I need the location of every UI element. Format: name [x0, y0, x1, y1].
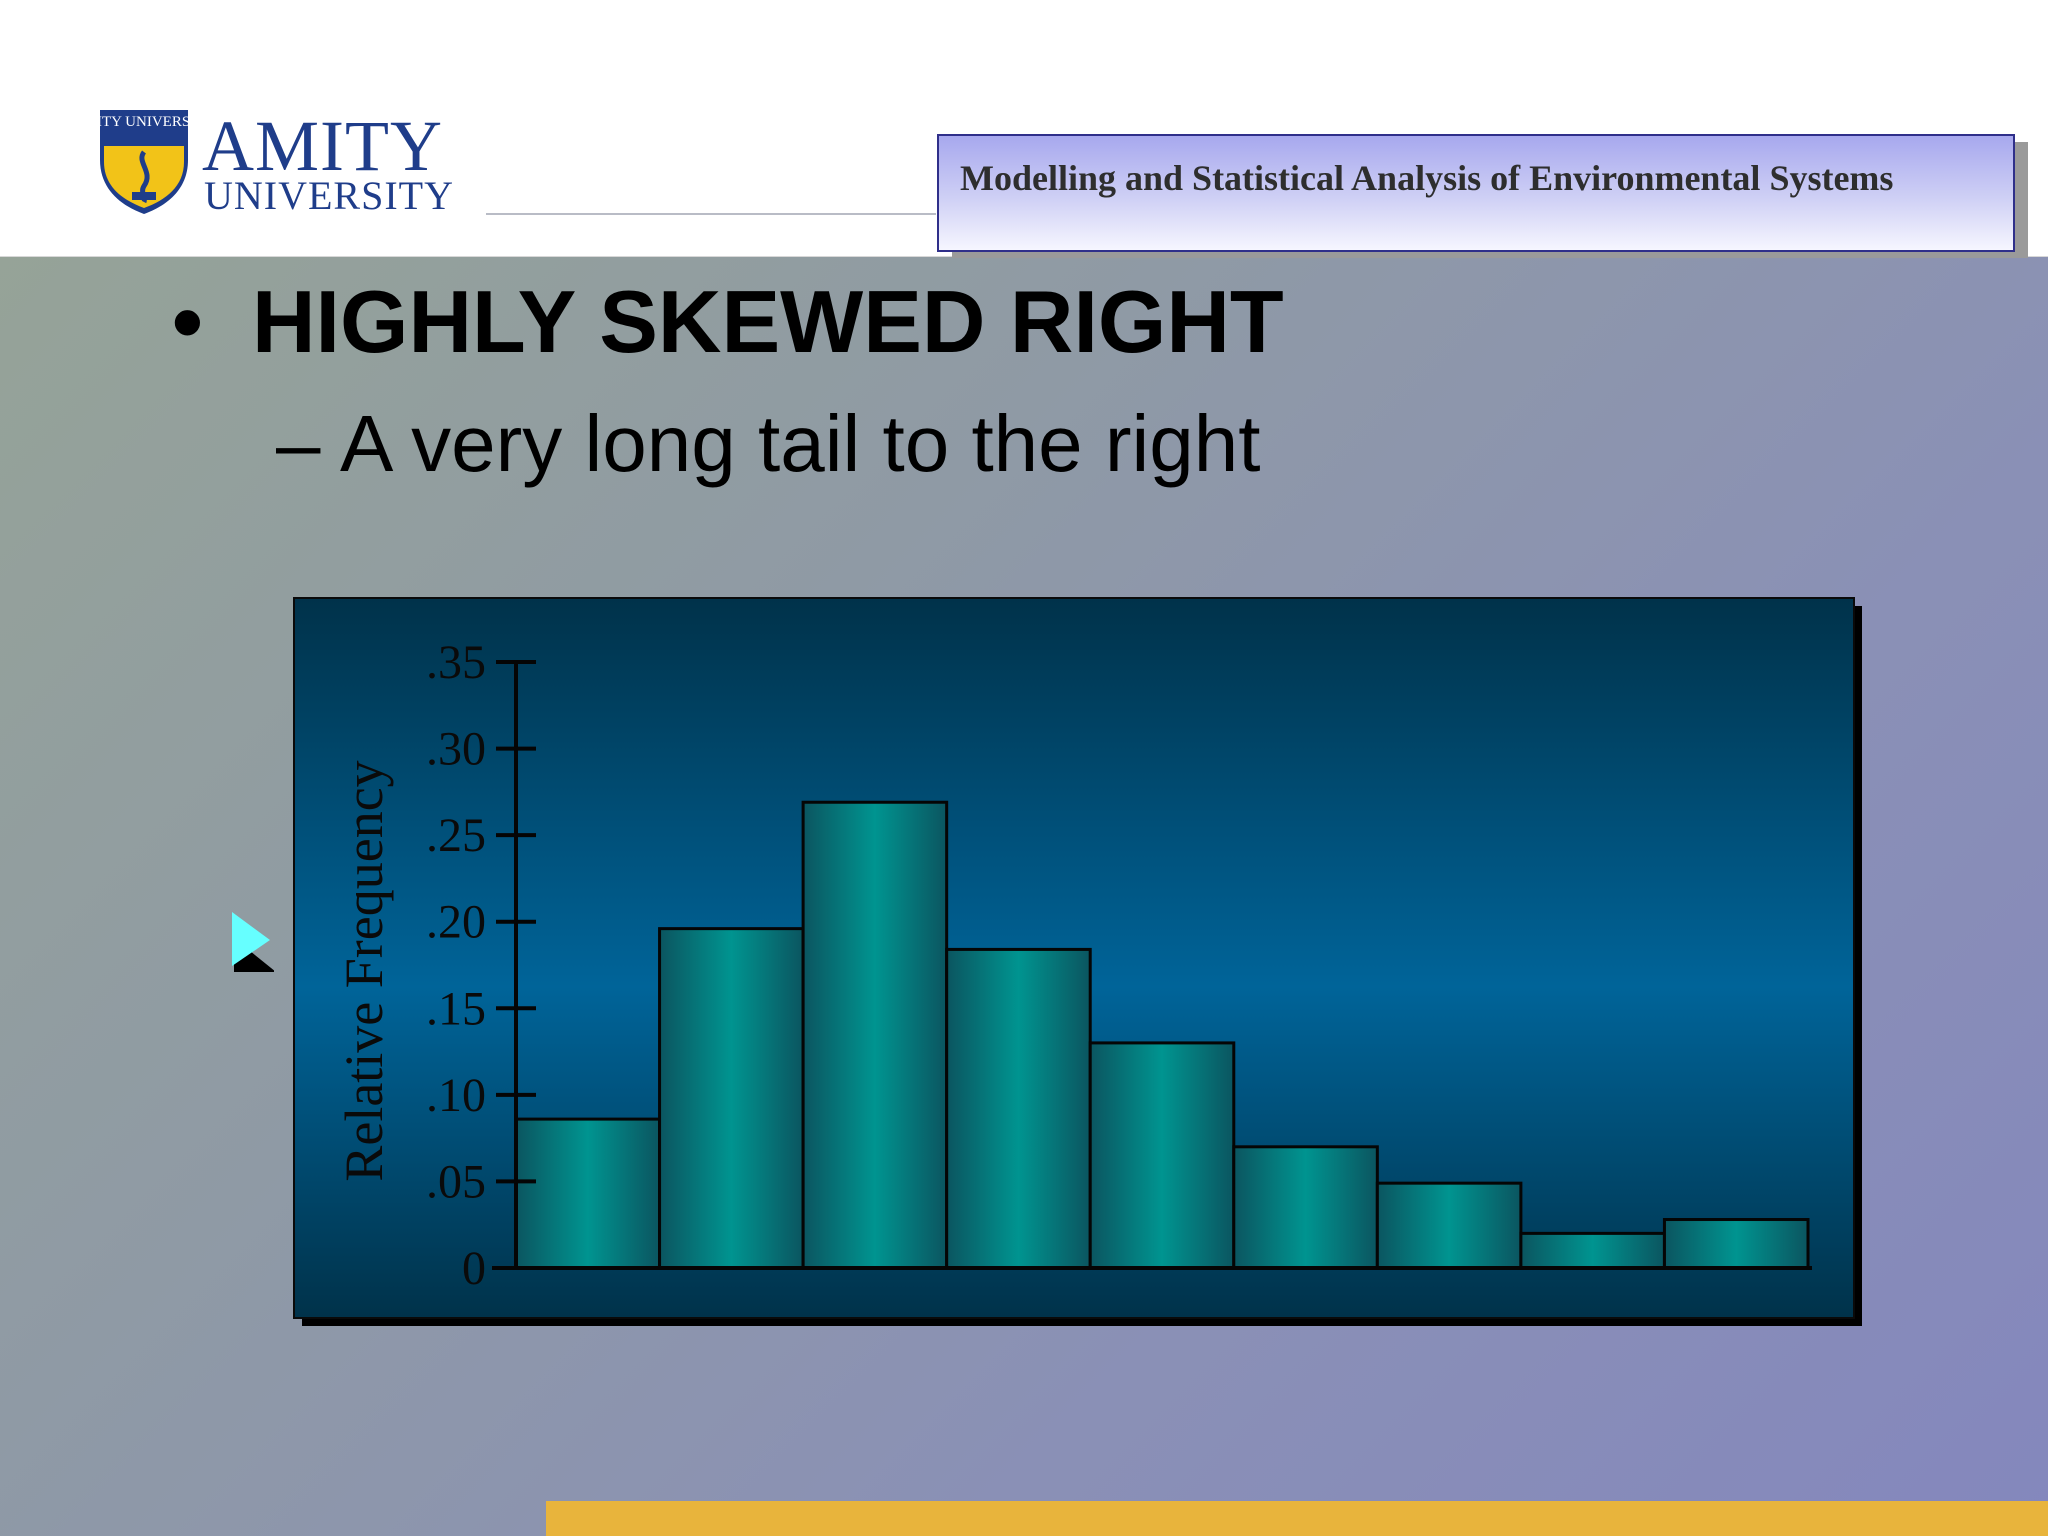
logo-line-2: UNIVERSITY [204, 173, 454, 218]
histogram-chart: 0 .05 .10 .15 .20 .25 .30 .35 Relative Frequenc… [292, 596, 1872, 1330]
slide-subheading: – A very long tail to the right [276, 398, 1261, 490]
histogram-bar [1662, 1218, 1810, 1270]
course-title: Modelling and Statistical Analysis of En… [960, 158, 1894, 198]
histogram-bar [1375, 1181, 1523, 1270]
slide-heading: • HIGHLY SKEWED RIGHT [172, 272, 1284, 372]
slide-heading-text: HIGHLY SKEWED RIGHT [252, 272, 1284, 371]
y-axis-label: Relative Frequency [334, 760, 394, 1181]
histogram-bar [945, 947, 1092, 1270]
y-tick-label: .10 [426, 1069, 486, 1122]
histogram-bar [1519, 1231, 1666, 1270]
histogram-bar [1232, 1145, 1379, 1270]
logo-line-1: AMITY [202, 106, 443, 186]
histogram-bar [514, 1117, 662, 1270]
y-tick-label: .15 [426, 982, 486, 1035]
slide-subheading-text: A very long tail to the right [340, 399, 1261, 488]
sub-bullet-dash: – [276, 399, 321, 488]
amity-shield-icon: AMITY UNIVERSITY [96, 110, 192, 214]
accent-bar [546, 1501, 2048, 1536]
shield-text: AMITY UNIVERSITY [96, 114, 192, 130]
y-tick-label: .25 [426, 809, 486, 862]
course-title-box: Modelling and Statistical Analysis of En… [937, 134, 2015, 252]
y-tick-label: 0 [462, 1242, 486, 1295]
histogram-bar [1088, 1041, 1236, 1270]
bullet-symbol: • [172, 272, 203, 371]
histogram-bar [658, 927, 805, 1270]
y-tick-label: .05 [426, 1155, 486, 1208]
y-tick-label: .30 [426, 723, 486, 776]
y-tick-label: .35 [426, 636, 486, 689]
amity-logo: AMITY UNIVERSITY AMITY UNIVERSITY [96, 106, 456, 222]
header-divider [486, 213, 936, 215]
histogram-svg: 0 .05 .10 .15 .20 .25 .30 .35 Relative Frequenc… [293, 597, 1862, 1326]
histogram-bar [801, 800, 949, 1270]
y-tick-label: .20 [426, 896, 486, 949]
play-triangle-icon [232, 912, 274, 972]
